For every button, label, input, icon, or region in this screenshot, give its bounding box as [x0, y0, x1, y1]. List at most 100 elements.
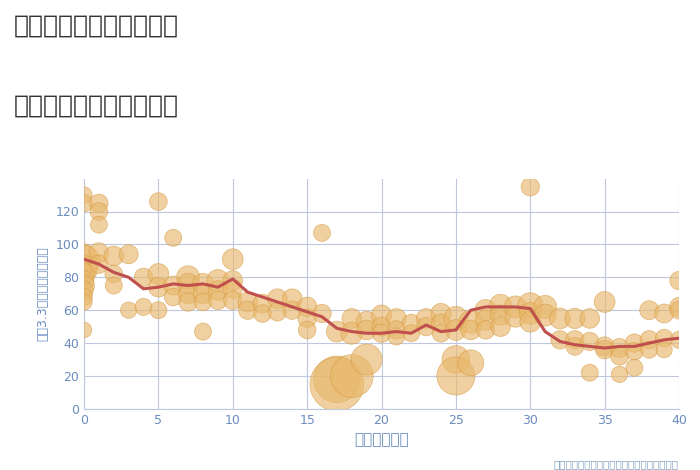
Point [614, 370, 625, 378]
Point [212, 287, 223, 294]
Point [554, 336, 566, 344]
Point [659, 346, 670, 353]
Point [361, 318, 372, 325]
Point [599, 346, 610, 353]
Point [599, 298, 610, 306]
Point [183, 274, 194, 281]
Point [569, 336, 580, 344]
Point [78, 277, 90, 284]
Point [435, 320, 447, 327]
Point [673, 306, 685, 314]
Point [525, 183, 536, 191]
Point [272, 308, 283, 316]
Point [78, 200, 90, 207]
Point [569, 343, 580, 350]
Point [480, 306, 491, 314]
Point [510, 303, 521, 311]
Point [197, 328, 209, 336]
Point [153, 306, 164, 314]
Point [302, 326, 313, 334]
Point [227, 285, 238, 292]
Point [138, 303, 149, 311]
Point [376, 329, 387, 337]
Point [406, 329, 417, 337]
Point [465, 326, 476, 334]
Point [93, 260, 104, 268]
Point [510, 313, 521, 321]
Point [614, 344, 625, 352]
Point [569, 315, 580, 322]
Point [78, 298, 90, 306]
Point [376, 312, 387, 319]
Point [346, 329, 357, 337]
Point [153, 270, 164, 278]
Point [331, 376, 342, 383]
Point [302, 315, 313, 322]
Point [212, 277, 223, 284]
Point [123, 306, 134, 314]
Point [361, 356, 372, 363]
Point [644, 336, 655, 344]
Point [78, 191, 90, 199]
Point [257, 310, 268, 317]
Point [599, 343, 610, 350]
Point [153, 283, 164, 291]
Point [78, 287, 90, 294]
Point [227, 277, 238, 284]
Point [584, 315, 595, 322]
Point [183, 290, 194, 298]
Point [435, 329, 447, 337]
Point [212, 297, 223, 304]
Point [93, 249, 104, 257]
Point [421, 323, 432, 330]
Point [93, 221, 104, 228]
Point [495, 302, 506, 309]
Point [435, 310, 447, 317]
Point [465, 318, 476, 325]
Point [78, 257, 90, 265]
Point [673, 303, 685, 311]
Point [197, 290, 209, 298]
Point [673, 336, 685, 344]
Point [168, 234, 179, 242]
Point [614, 352, 625, 360]
Point [153, 198, 164, 205]
Point [183, 280, 194, 288]
Point [197, 298, 209, 306]
Point [78, 270, 90, 278]
Point [644, 346, 655, 353]
Point [391, 326, 402, 334]
Point [450, 326, 461, 334]
Point [450, 372, 461, 380]
Point [450, 356, 461, 363]
Point [93, 200, 104, 207]
Text: 円の大きさは、取引のあった物件面積を示す: 円の大きさは、取引のあった物件面積を示す [554, 460, 679, 470]
Point [540, 312, 551, 319]
Point [78, 252, 90, 259]
Point [495, 312, 506, 319]
Point [495, 323, 506, 330]
Point [450, 315, 461, 322]
Text: 千葉県鎌ヶ谷市南初富の: 千葉県鎌ヶ谷市南初富の [14, 14, 179, 38]
Point [78, 326, 90, 334]
Point [242, 298, 253, 306]
Point [331, 328, 342, 336]
Point [316, 229, 328, 237]
Text: 築年数別中古戸建て価格: 築年数別中古戸建て価格 [14, 94, 179, 118]
Point [465, 359, 476, 367]
Point [421, 315, 432, 322]
Point [331, 381, 342, 388]
Point [272, 295, 283, 303]
Point [287, 295, 298, 303]
Point [480, 326, 491, 334]
Point [525, 318, 536, 325]
Point [644, 306, 655, 314]
Point [406, 320, 417, 327]
Point [391, 315, 402, 322]
Point [287, 306, 298, 314]
Y-axis label: 坪（3.3㎡）単価（万円）: 坪（3.3㎡）単価（万円） [36, 246, 50, 341]
Point [629, 339, 640, 347]
Point [391, 333, 402, 340]
Point [78, 265, 90, 273]
Point [227, 297, 238, 304]
